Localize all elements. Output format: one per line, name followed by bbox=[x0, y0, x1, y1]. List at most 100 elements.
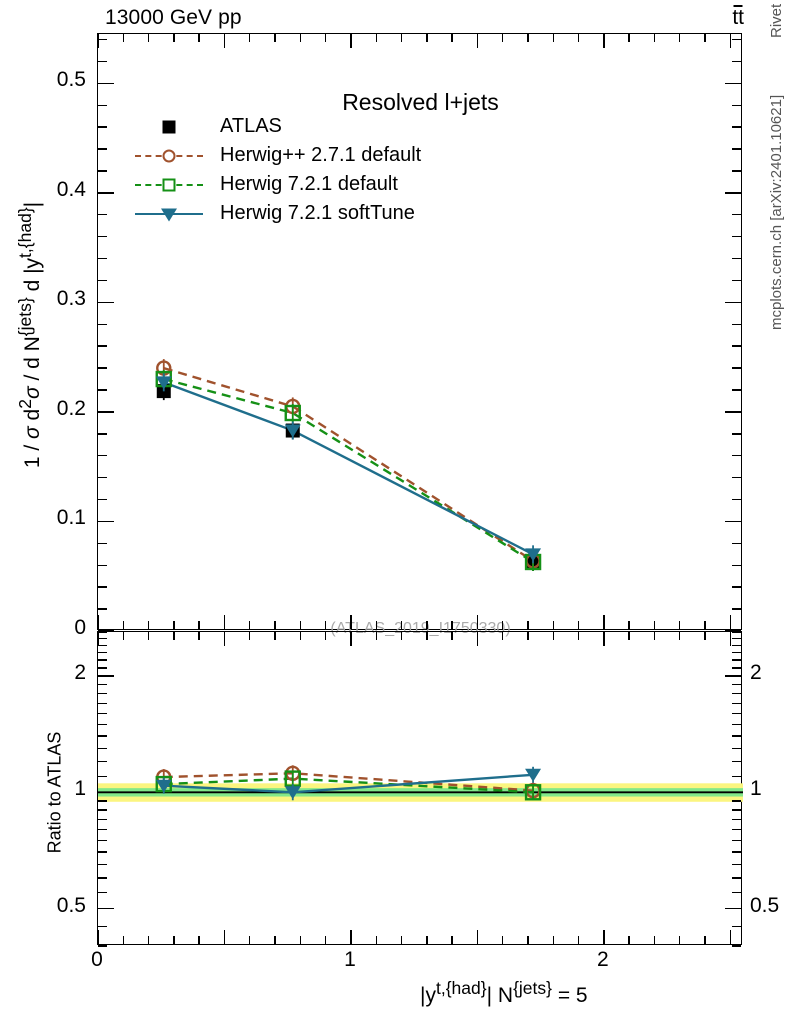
axis-tick bbox=[732, 214, 741, 216]
axis-tick bbox=[732, 586, 741, 588]
axis-tick bbox=[729, 34, 732, 48]
axis-tick bbox=[628, 632, 630, 640]
axis-tick bbox=[476, 34, 479, 48]
axis-tick bbox=[732, 702, 741, 704]
axis-tick bbox=[98, 60, 107, 63]
axis-tick bbox=[98, 723, 107, 725]
axis-tick bbox=[653, 34, 656, 42]
analysis-watermark: (ATLAS_2019_I1750330) bbox=[330, 620, 511, 637]
axis-tick bbox=[732, 723, 741, 725]
axis-tick bbox=[732, 38, 741, 41]
axis-tick bbox=[732, 476, 741, 479]
filled-triangle-marker bbox=[525, 548, 542, 562]
axis-tick bbox=[725, 301, 741, 304]
axis-tick bbox=[451, 936, 453, 944]
axis-tick bbox=[223, 930, 226, 944]
axis-tick bbox=[98, 851, 107, 853]
axis-tick bbox=[98, 809, 107, 811]
axis-tick bbox=[350, 34, 352, 48]
ratio-y-tick-label: 2 bbox=[74, 661, 86, 684]
axis-tick bbox=[98, 829, 107, 831]
axis-tick bbox=[249, 936, 251, 944]
axis-tick bbox=[400, 632, 403, 640]
axis-tick bbox=[653, 936, 656, 944]
axis-tick bbox=[653, 621, 656, 629]
axis-tick bbox=[732, 877, 741, 879]
axis-tick bbox=[98, 192, 114, 194]
axis-tick bbox=[679, 936, 681, 944]
legend-label: Herwig 7.2.1 softTune bbox=[220, 202, 415, 224]
axis-tick bbox=[223, 632, 226, 646]
axis-tick bbox=[732, 651, 741, 654]
axis-tick bbox=[98, 104, 107, 106]
axis-tick bbox=[147, 34, 150, 42]
axis-tick bbox=[198, 936, 200, 944]
axis-tick bbox=[732, 644, 741, 647]
axis-tick bbox=[732, 498, 741, 501]
axis-tick bbox=[527, 34, 529, 42]
axis-tick bbox=[98, 148, 107, 150]
x-axis-title: |yt,{had}| N{jets} = 5 bbox=[420, 978, 588, 1007]
axis-tick bbox=[577, 34, 580, 42]
axis-tick bbox=[732, 851, 741, 853]
axis-tick bbox=[98, 702, 107, 704]
axis-tick bbox=[476, 930, 479, 944]
legend-label: Herwig++ 2.7.1 default bbox=[220, 144, 422, 166]
legend: ATLAS Herwig++ 2.7.1 default Herwig 7.2.… bbox=[132, 112, 421, 228]
overline-bar bbox=[733, 5, 743, 7]
axis-tick bbox=[98, 800, 107, 802]
axis-tick bbox=[98, 433, 107, 435]
axis-tick bbox=[725, 907, 741, 910]
legend-item-herwig721-softtune[interactable]: Herwig 7.2.1 softTune bbox=[132, 199, 421, 228]
axis-tick bbox=[97, 930, 99, 944]
axis-tick bbox=[476, 615, 479, 629]
axis-tick bbox=[98, 564, 107, 566]
axis-tick bbox=[527, 936, 529, 944]
axis-tick bbox=[400, 621, 403, 629]
axis-tick bbox=[732, 863, 741, 866]
filled-triangle-marker bbox=[155, 779, 172, 793]
legend-label: ATLAS bbox=[220, 115, 282, 137]
process-symbol: tt bbox=[732, 6, 744, 29]
axis-tick bbox=[732, 433, 741, 435]
axis-tick bbox=[732, 829, 741, 831]
axis-tick bbox=[274, 936, 276, 944]
axis-tick bbox=[577, 632, 580, 640]
axis-tick bbox=[223, 615, 226, 629]
axis-tick bbox=[732, 126, 741, 128]
axis-tick bbox=[732, 455, 741, 457]
axis-tick bbox=[98, 651, 107, 654]
axis-tick bbox=[732, 637, 741, 640]
legend-item-atlas[interactable]: ATLAS bbox=[132, 112, 421, 141]
axis-tick bbox=[400, 34, 403, 42]
axis-tick bbox=[426, 936, 428, 944]
axis-tick bbox=[299, 621, 302, 629]
axis-tick bbox=[198, 632, 200, 640]
axis-tick bbox=[97, 34, 99, 48]
axis-tick bbox=[98, 542, 107, 545]
legend-item-herwig721-default[interactable]: Herwig 7.2.1 default bbox=[132, 170, 421, 199]
axis-tick bbox=[732, 60, 741, 63]
legend-item-herwigpp271[interactable]: Herwig++ 2.7.1 default bbox=[132, 141, 421, 170]
axis-tick bbox=[274, 632, 276, 640]
axis-tick bbox=[603, 930, 605, 944]
axis-tick bbox=[324, 621, 327, 629]
axis-tick bbox=[98, 498, 107, 501]
axis-tick bbox=[732, 148, 741, 150]
axis-tick bbox=[98, 520, 114, 523]
axis-tick bbox=[122, 632, 124, 640]
axis-tick bbox=[122, 621, 124, 629]
axis-tick bbox=[98, 891, 107, 894]
axis-tick bbox=[552, 34, 554, 42]
axis-tick bbox=[628, 621, 630, 629]
axis-tick bbox=[732, 170, 741, 172]
axis-tick bbox=[732, 659, 741, 661]
axis-tick bbox=[732, 631, 741, 633]
axis-tick bbox=[653, 632, 656, 640]
axis-tick bbox=[725, 630, 741, 632]
mcplots-caption: mcplots.cern.ch [arXiv:2401.10621] bbox=[768, 94, 785, 330]
axis-tick bbox=[98, 630, 114, 632]
axis-tick bbox=[198, 621, 200, 629]
process-label: tt bbox=[732, 5, 744, 30]
ratio-y-tick-label-right: 0.5 bbox=[750, 893, 780, 917]
